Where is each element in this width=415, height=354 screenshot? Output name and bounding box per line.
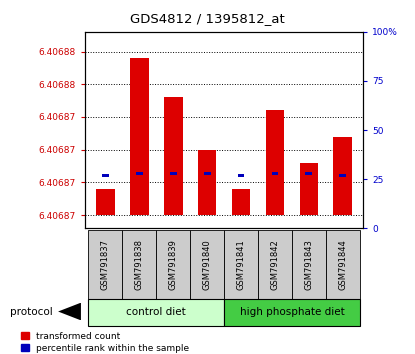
- Text: GSM791844: GSM791844: [338, 239, 347, 290]
- Text: GSM791841: GSM791841: [237, 239, 246, 290]
- Text: GSM791842: GSM791842: [271, 239, 279, 290]
- Bar: [156, 230, 190, 299]
- Bar: [300, 163, 318, 215]
- Bar: [271, 172, 278, 176]
- Bar: [258, 230, 292, 299]
- Text: protocol: protocol: [10, 307, 53, 317]
- Text: GSM791838: GSM791838: [135, 239, 144, 290]
- Bar: [266, 110, 284, 215]
- Bar: [224, 230, 258, 299]
- Text: GSM791843: GSM791843: [304, 239, 313, 290]
- Bar: [88, 230, 122, 299]
- Text: GDS4812 / 1395812_at: GDS4812 / 1395812_at: [130, 12, 285, 25]
- Bar: [136, 172, 143, 176]
- Bar: [204, 172, 210, 176]
- Bar: [339, 175, 346, 177]
- Text: high phosphate diet: high phosphate diet: [239, 307, 344, 318]
- Bar: [164, 97, 183, 215]
- Bar: [122, 230, 156, 299]
- Bar: [232, 189, 250, 215]
- Bar: [305, 172, 312, 176]
- Bar: [292, 230, 326, 299]
- Bar: [334, 137, 352, 215]
- Text: GSM791837: GSM791837: [101, 239, 110, 290]
- Bar: [326, 230, 360, 299]
- Bar: [224, 299, 360, 326]
- Bar: [190, 230, 224, 299]
- Text: GSM791840: GSM791840: [203, 239, 212, 290]
- Bar: [130, 58, 149, 215]
- Bar: [198, 150, 217, 215]
- Bar: [238, 175, 244, 177]
- Bar: [102, 175, 109, 177]
- Bar: [88, 299, 224, 326]
- Text: GSM791839: GSM791839: [169, 239, 178, 290]
- Polygon shape: [58, 303, 81, 320]
- Legend: transformed count, percentile rank within the sample: transformed count, percentile rank withi…: [21, 332, 190, 353]
- Bar: [170, 172, 177, 176]
- Text: control diet: control diet: [127, 307, 186, 318]
- Bar: [96, 189, 115, 215]
